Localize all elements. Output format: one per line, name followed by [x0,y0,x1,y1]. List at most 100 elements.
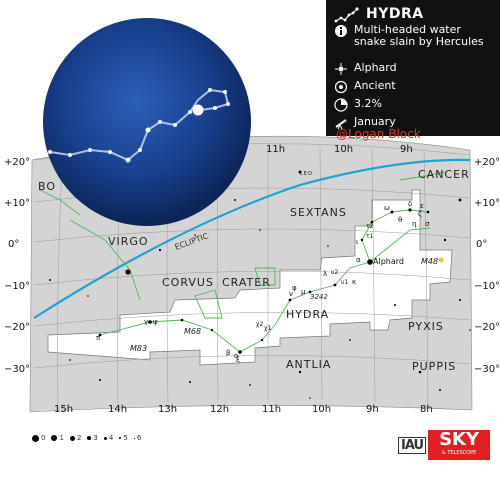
const-name-antlia: ANTLIA [286,358,331,371]
pie-chart-icon [334,98,348,112]
ra-bottom-15h: 15h [54,404,73,415]
dec-right-zero: 0° [476,239,487,250]
dec-left-zero: 0° [8,239,19,250]
star-label-beta: β [226,349,230,357]
dec-right-minus30: −30° [474,364,500,375]
const-name-puppis: PUPPIS [412,360,456,373]
background-stars [49,170,471,399]
constellation-names: CANCER SEXTANS VIRGO CORVUS CRATER HYDRA… [38,168,470,373]
ecliptic-line [33,158,471,319]
legend-mag-5: 5 [119,434,128,442]
best-month-row: January [334,116,396,130]
star-label-psi: ψ [153,318,158,326]
ra-bottom-14h: 14h [108,404,127,415]
dec-right-plus10: +10° [474,198,500,209]
author-credit: @Logan Block [336,127,421,141]
star-label-delta: δ [408,200,412,208]
star-label-alpha: α [356,256,361,264]
dec-labels-left: +20° +10° 0° −10° −20° −30° [4,157,30,375]
ra-bottom-11h: 11h [262,404,281,415]
dec-right-minus20: −20° [474,322,500,333]
star-label-theta: θ [398,216,402,224]
telescope-icon [335,119,347,130]
star-label-xi: ξ [236,356,240,364]
magnitude-legend: 0 1 2 3 4 5 6 [32,434,147,442]
star-label-zeta: ζ [418,210,422,218]
constellation-title: HYDRA [366,6,424,22]
star-label-sigma: σ [425,220,430,228]
dso-label-m68: M68 [184,327,201,336]
hydra-stars [98,208,430,354]
ra-bottom-8h: 8h [420,404,433,415]
star-label-tau2: τ2 [366,223,374,230]
star-label-mu: μ [301,288,306,296]
const-name-bo: BO [38,180,56,193]
star-label-iota: ι [356,238,359,246]
ra-bottom-10h: 10h [312,404,331,415]
publisher-logos: IAU SKY & TELESCOPE [398,430,491,460]
dso-label-m83: M83 [130,344,147,353]
const-name-corvus: CORVUS [162,276,214,289]
star-icon [335,63,347,75]
star-label-chi1: χ1 [264,325,271,332]
star-label-omega: ω [384,204,390,212]
description-text: Multi-headed water snake slain by Hercul… [354,23,484,48]
sky-globe [43,18,251,226]
dec-right-minus10: −10° [474,281,500,292]
origin-row: Ancient [334,80,396,94]
ra-top-11h: 11h [266,144,285,155]
legend-mag-1: 1 [51,434,64,442]
const-name-crater: CRATER [222,276,271,289]
legend-mag-2: 2 [69,434,81,442]
ra-bottom-9h: 9h [366,404,379,415]
star-label-alphard: Alphard [373,257,404,266]
ra-labels-bottom: 15h 14h 13h 12h 11h 10h 9h 8h [54,404,433,415]
ra-top-9h: 9h [400,144,413,155]
info-icon [335,25,347,37]
star-label-nu: ν [289,290,293,298]
sky-area-row: 3.2% [334,98,382,112]
dec-labels-right: +20° +10° 0° −10° −20° −30° [474,157,500,375]
star-label-tau1: τ1 [366,233,374,240]
ra-top-10h: 10h [334,144,353,155]
origin-icon [334,80,348,94]
ra-bottom-12h: 12h [210,404,229,415]
star-label-phi: φ [292,284,297,292]
info-panel: HYDRA Multi-headed water snake slain by … [326,0,500,136]
star-labels: Alphard α ι θ ζ ω ε δ σ η τ1 τ2 λ μ ν φ … [96,200,430,364]
dso-label-m48: M48 [421,257,438,266]
iau-logo: IAU [398,436,427,454]
dec-left-plus10: +10° [4,198,30,209]
dec-left-minus30: −30° [4,364,30,375]
const-name-cancer: CANCER [418,168,470,181]
m48-marker [438,257,444,263]
star-label-pi: π [96,334,101,342]
legend-mag-0: 0 [32,434,45,442]
star-label-kappa: κ [352,278,356,286]
dec-left-minus20: −20° [4,322,30,333]
const-name-virgo: VIRGO [108,235,149,248]
ra-labels-top: 11h 10h 9h [266,144,413,155]
legend-mag-4: 4 [103,434,113,442]
best-month-text: January [354,115,396,128]
sky-area-text: 3.2% [354,97,382,110]
star-label-upsilon2: υ2 [331,269,338,276]
const-name-hydra: HYDRA [286,308,329,321]
sky-telescope-logo: SKY & TELESCOPE [428,430,491,460]
brightest-star-row: Alphard [334,62,397,76]
const-name-leo: LEO [300,171,313,177]
description-row: Multi-headed water snake slain by Hercul… [334,24,494,48]
star-label-omicron: ο [234,352,238,360]
const-name-sextans: SEXTANS [290,206,347,219]
brightest-star-text: Alphard [354,61,397,74]
dso-label-3242: 3242 [310,293,328,301]
legend-mag-3: 3 [87,434,98,442]
dec-left-minus10: −10° [4,281,30,292]
star-label-eta: η [412,220,416,228]
star-label-chi2: χ2 [256,321,263,328]
star-label-gamma: γ [144,318,148,326]
legend-mag-6: 6 [133,434,141,442]
const-name-pyxis: PYXIS [408,320,444,333]
